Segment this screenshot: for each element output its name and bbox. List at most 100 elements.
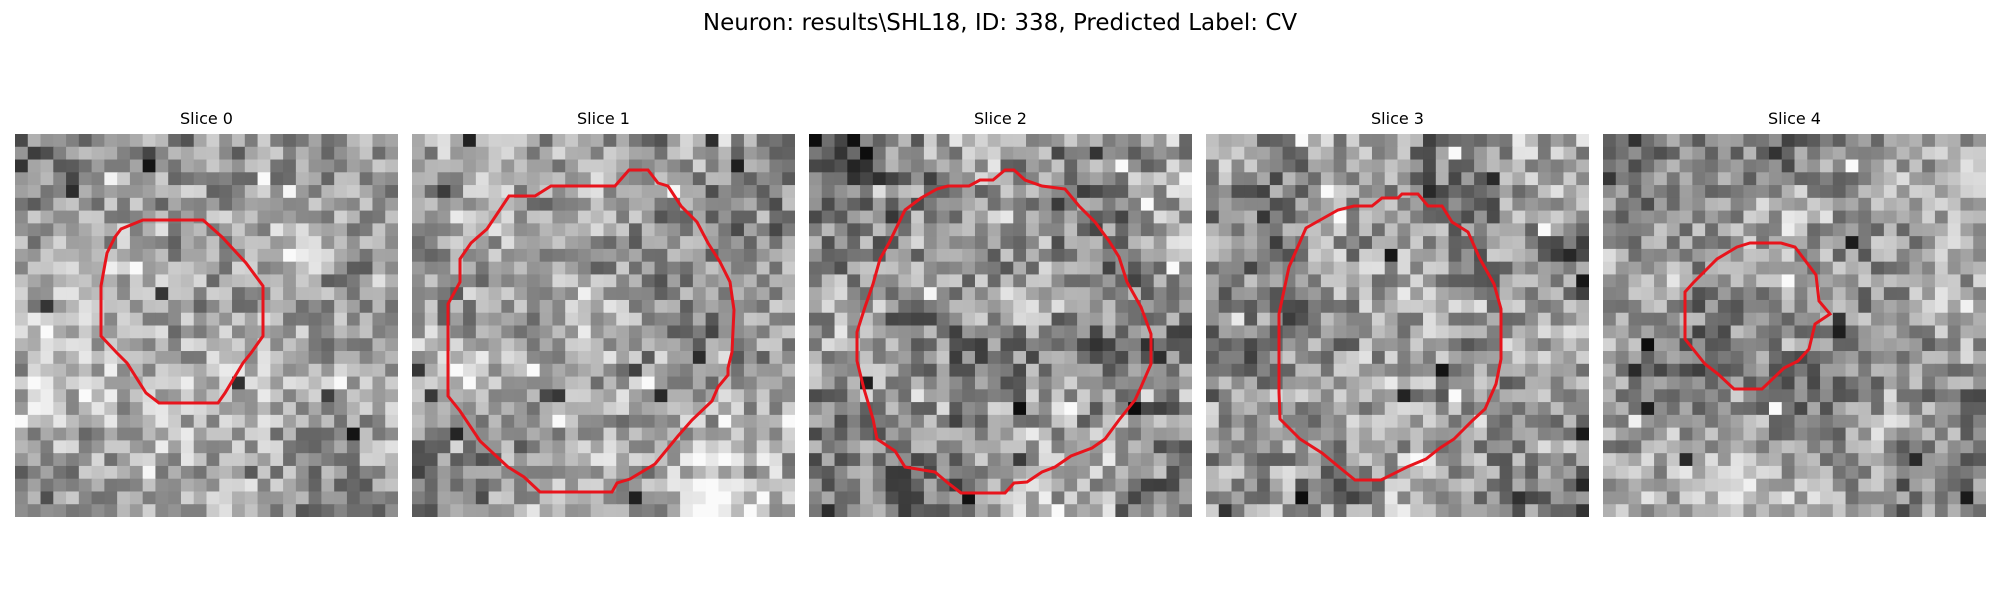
pixel-cell [860,478,874,493]
pixel-cell [1179,197,1192,212]
pixel-cell [1807,440,1821,454]
pixel-cell [949,172,963,186]
pixel-cell [1781,504,1796,517]
pixel-cell [117,465,131,480]
pixel-cell [1115,351,1129,365]
pixel-cell [1603,363,1617,378]
pixel-cell [1448,134,1462,148]
pixel-cell [809,248,823,263]
pixel-cell [809,389,823,403]
pixel-cell [193,159,208,173]
pixel-cell [885,351,899,365]
pixel-cell [1423,338,1437,352]
pixel-cell [809,478,823,493]
pixel-cell [552,389,566,403]
pixel-cell [1448,325,1462,339]
pixel-cell [1140,134,1155,148]
pixel-cell [437,236,451,250]
pixel-cell [1499,159,1513,173]
pixel-cell [1973,453,1986,467]
pixel-cell [987,453,1002,467]
pixel-cell [629,146,643,161]
pixel-cell [1641,427,1655,441]
pixel-cell [1858,389,1872,403]
pixel-cell [962,363,976,378]
pixel-cell [1140,210,1155,224]
pixel-cell [450,363,464,378]
pixel-cell [898,274,912,288]
pixel-cell [334,427,348,441]
pixel-cell [731,248,745,263]
pixel-cell [1756,197,1770,212]
pixel-cell [1896,465,1910,480]
pixel-cell [1371,491,1386,505]
pixel-cell [1051,402,1065,416]
pixel-cell [437,491,451,505]
pixel-cell [1038,185,1053,199]
pixel-cell [577,210,592,224]
pixel-cell [1705,134,1719,148]
pixel-cell [346,248,361,263]
pixel-cell [1384,453,1399,467]
pixel-cell [193,274,208,288]
pixel-cell [193,363,208,378]
pixel-cell [1563,453,1577,467]
pixel-cell [1679,465,1693,480]
pixel-cell [769,146,783,161]
pixel-cell [936,287,951,301]
pixel-cell [1486,491,1501,505]
pixel-cell [53,146,67,161]
pixel-cell [1206,491,1220,505]
pixel-cell [232,414,246,429]
pixel-cell [1743,312,1757,327]
pixel-cell [232,210,246,224]
pixel-cell [898,338,912,352]
pixel-cell [66,299,80,314]
pixel-cell [283,299,297,314]
pixel-cell [974,465,989,480]
pixel-cell [1038,134,1053,148]
pixel-cell [1064,210,1078,224]
pixel-cell [334,351,348,365]
pixel-cell [1550,414,1565,429]
pixel-cell [1820,197,1834,212]
pixel-cell [1089,172,1104,186]
slice-3-roi-outline [1277,192,1503,482]
pixel-cell [603,274,617,288]
pixel-cell [168,504,182,517]
pixel-cell [809,402,823,416]
pixel-cell [1845,134,1859,148]
pixel-cell [463,376,477,390]
pixel-cell [450,414,464,429]
pixel-cell [219,478,233,493]
pixel-cell [1282,389,1296,403]
pixel-cell [1026,453,1040,467]
pixel-cell [1768,465,1783,480]
pixel-cell [1973,402,1986,416]
pixel-cell [923,402,938,416]
pixel-cell [372,504,386,517]
pixel-cell [1576,338,1589,352]
pixel-cell [1320,351,1335,365]
pixel-cell [782,312,795,327]
pixel-cell [1896,185,1910,199]
pixel-cell [1654,453,1668,467]
pixel-cell [552,440,566,454]
pixel-cell [1128,274,1142,288]
pixel-cell [1807,261,1821,276]
pixel-cell [450,453,464,467]
pixel-cell [1679,159,1693,173]
pixel-cell [1730,453,1745,467]
pixel-cell [539,453,554,467]
pixel-cell [78,159,93,173]
pixel-cell [1768,299,1783,314]
pixel-cell [334,504,348,517]
pixel-cell [1333,414,1348,429]
pixel-cell [501,363,515,378]
pixel-cell [1077,504,1091,517]
pixel-cell [1883,402,1898,416]
pixel-cell [911,363,925,378]
pixel-cell [219,389,233,403]
pixel-cell [1832,197,1847,212]
pixel-cell [1756,261,1770,276]
